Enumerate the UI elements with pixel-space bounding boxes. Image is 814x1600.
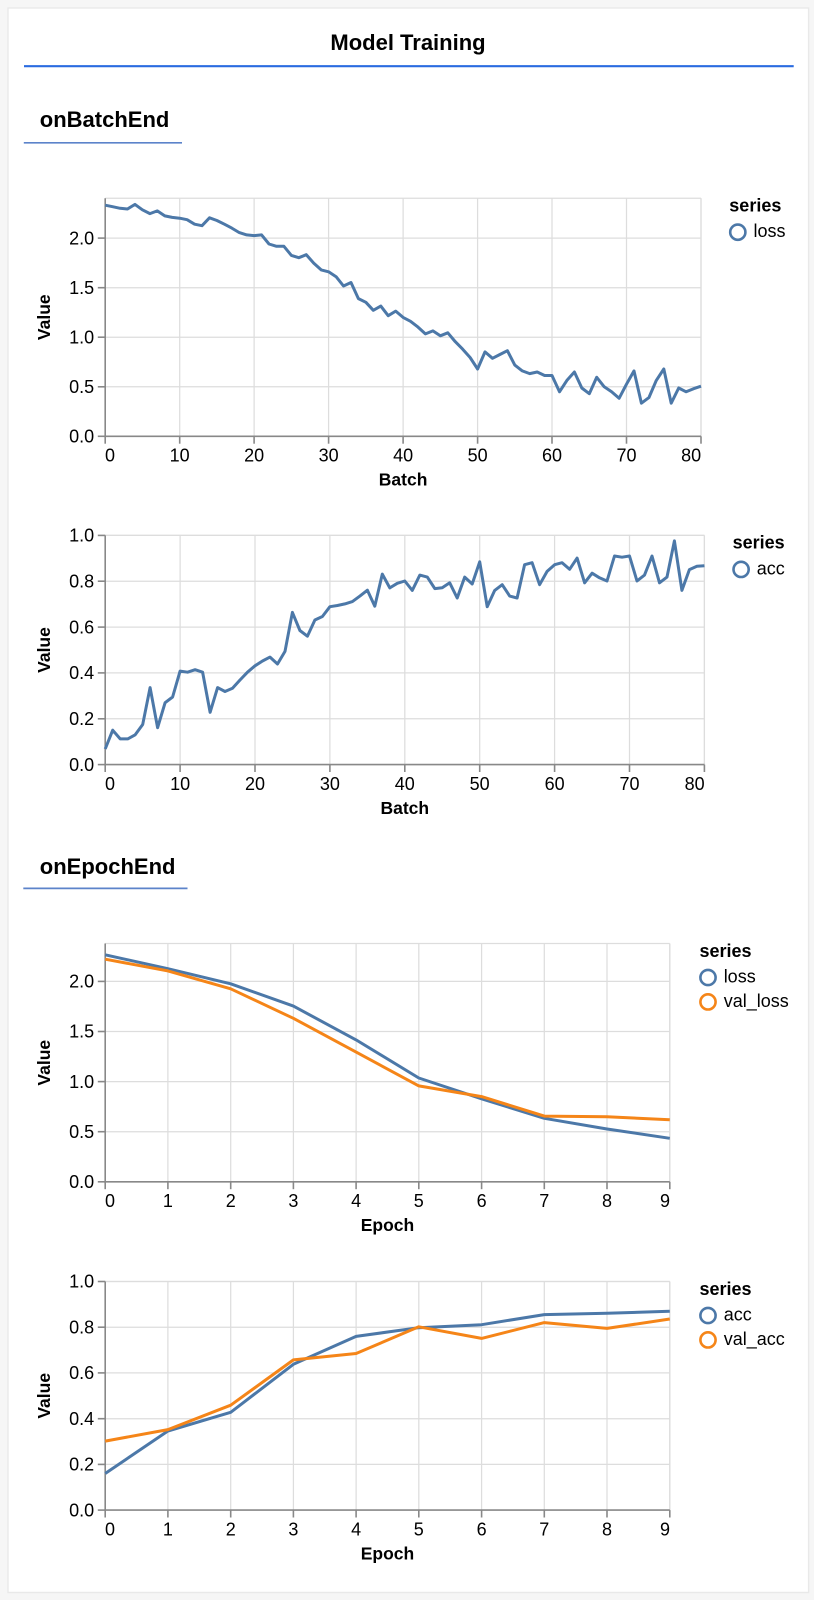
svg-text:0: 0	[105, 1191, 115, 1211]
svg-text:0.8: 0.8	[69, 1317, 94, 1337]
svg-text:0: 0	[105, 1520, 115, 1540]
svg-text:0.6: 0.6	[69, 1363, 94, 1383]
svg-text:10: 10	[170, 446, 190, 466]
svg-text:4: 4	[351, 1191, 361, 1211]
svg-text:1: 1	[163, 1191, 173, 1211]
svg-text:loss: loss	[754, 221, 786, 241]
svg-text:Value: Value	[34, 294, 54, 340]
svg-text:2.0: 2.0	[69, 228, 94, 248]
svg-text:70: 70	[616, 446, 636, 466]
svg-text:series: series	[729, 196, 781, 216]
svg-text:8: 8	[602, 1520, 612, 1540]
svg-text:5: 5	[414, 1191, 424, 1211]
svg-text:2.0: 2.0	[69, 972, 94, 992]
svg-text:50: 50	[470, 774, 490, 794]
svg-text:0: 0	[105, 774, 115, 794]
svg-text:60: 60	[542, 446, 562, 466]
svg-text:Value: Value	[34, 627, 54, 673]
svg-text:acc: acc	[724, 1305, 752, 1325]
svg-text:20: 20	[245, 774, 265, 794]
svg-text:1.0: 1.0	[69, 327, 94, 347]
svg-text:series: series	[700, 941, 752, 961]
svg-text:onBatchEnd: onBatchEnd	[40, 107, 170, 132]
svg-text:80: 80	[685, 774, 705, 794]
svg-text:6: 6	[477, 1191, 487, 1211]
svg-text:Batch: Batch	[380, 798, 429, 818]
svg-text:acc: acc	[757, 558, 785, 578]
svg-text:30: 30	[320, 774, 340, 794]
svg-text:1.5: 1.5	[69, 1022, 94, 1042]
svg-text:0.0: 0.0	[69, 1172, 94, 1192]
svg-text:10: 10	[170, 774, 190, 794]
svg-text:0.4: 0.4	[69, 663, 94, 683]
svg-text:6: 6	[477, 1520, 487, 1540]
svg-text:0.4: 0.4	[69, 1409, 94, 1429]
svg-text:80: 80	[681, 446, 701, 466]
svg-text:1.0: 1.0	[69, 1272, 94, 1292]
svg-text:1: 1	[163, 1520, 173, 1540]
svg-text:onEpochEnd: onEpochEnd	[40, 854, 176, 879]
svg-text:7: 7	[539, 1191, 549, 1211]
svg-text:0.0: 0.0	[69, 755, 94, 775]
svg-text:1.5: 1.5	[69, 278, 94, 298]
svg-text:8: 8	[602, 1191, 612, 1211]
svg-text:0.5: 0.5	[69, 377, 94, 397]
svg-text:1.0: 1.0	[69, 1072, 94, 1092]
svg-text:40: 40	[395, 774, 415, 794]
svg-text:Epoch: Epoch	[361, 1544, 414, 1564]
svg-text:20: 20	[244, 446, 264, 466]
svg-text:series: series	[700, 1279, 752, 1299]
svg-text:2: 2	[226, 1520, 236, 1540]
svg-text:0: 0	[105, 446, 115, 466]
svg-text:Model Training: Model Training	[330, 30, 485, 55]
svg-text:60: 60	[545, 774, 565, 794]
svg-text:7: 7	[539, 1520, 549, 1540]
svg-text:0.2: 0.2	[69, 1455, 94, 1475]
svg-text:70: 70	[619, 774, 639, 794]
svg-text:0.2: 0.2	[69, 709, 94, 729]
svg-text:3: 3	[288, 1520, 298, 1540]
svg-text:3: 3	[288, 1191, 298, 1211]
svg-text:4: 4	[351, 1520, 361, 1540]
svg-text:loss: loss	[724, 967, 756, 987]
svg-text:40: 40	[393, 446, 413, 466]
svg-text:2: 2	[226, 1191, 236, 1211]
svg-text:1.0: 1.0	[69, 526, 94, 546]
svg-text:0.5: 0.5	[69, 1122, 94, 1142]
svg-text:5: 5	[414, 1520, 424, 1540]
svg-text:0.0: 0.0	[69, 1500, 94, 1520]
svg-text:9: 9	[660, 1191, 670, 1211]
svg-text:0.0: 0.0	[69, 427, 94, 447]
svg-text:30: 30	[319, 446, 339, 466]
svg-text:0.6: 0.6	[69, 617, 94, 637]
svg-text:9: 9	[660, 1520, 670, 1540]
svg-text:Value: Value	[34, 1373, 54, 1419]
svg-text:50: 50	[468, 446, 488, 466]
svg-text:val_loss: val_loss	[724, 991, 789, 1012]
svg-text:Value: Value	[34, 1040, 54, 1086]
svg-text:0.8: 0.8	[69, 571, 94, 591]
svg-text:Batch: Batch	[379, 470, 428, 490]
svg-text:series: series	[733, 533, 785, 553]
svg-text:Epoch: Epoch	[361, 1215, 414, 1235]
svg-text:val_acc: val_acc	[724, 1329, 785, 1350]
